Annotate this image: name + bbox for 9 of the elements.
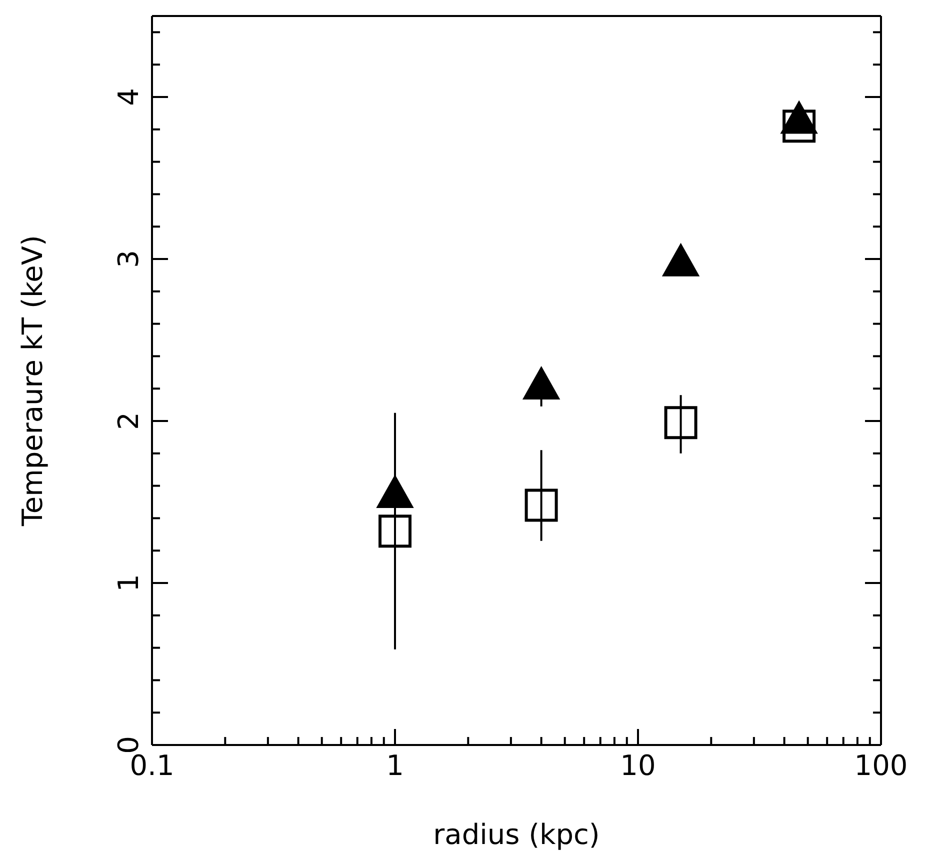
- y-tick-label: 4: [112, 88, 145, 106]
- x-tick-label: 100: [854, 749, 908, 782]
- y-tick-label: 2: [112, 412, 145, 430]
- y-tick-label: 3: [112, 250, 145, 268]
- y-tick-label: 1: [112, 574, 145, 592]
- x-tick-label: 1: [386, 749, 404, 782]
- x-axis-title: radius (kpc): [433, 818, 600, 851]
- x-tick-label: 10: [620, 749, 656, 782]
- y-axis-title: Temperaure kT (keV): [16, 235, 49, 527]
